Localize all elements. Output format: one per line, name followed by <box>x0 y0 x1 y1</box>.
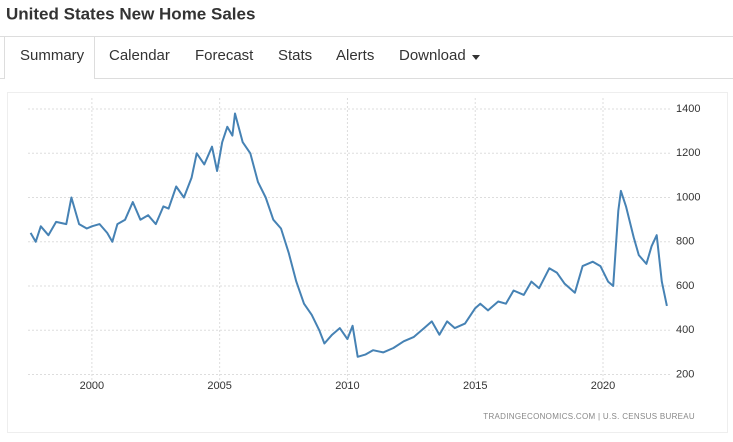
x-tick-label: 2010 <box>335 380 359 392</box>
chart-frame <box>7 92 728 433</box>
x-tick-label: 2000 <box>80 380 104 392</box>
y-tick-label: 600 <box>676 280 694 292</box>
x-tick-label: 2015 <box>463 380 487 392</box>
x-tick-label: 2005 <box>207 380 231 392</box>
page-title: United States New Home Sales <box>6 4 255 23</box>
nav-tab[interactable]: Download <box>399 47 466 64</box>
source-note: TRADINGECONOMICS.COM | U.S. CENSUS BUREA… <box>483 412 695 421</box>
nav-tab[interactable]: Alerts <box>336 47 374 64</box>
y-tick-label: 200 <box>676 368 694 380</box>
nav-tab[interactable]: Calendar <box>109 47 170 64</box>
y-tick-label: 400 <box>676 324 694 336</box>
nav-tab[interactable]: Stats <box>278 47 312 64</box>
y-tick-label: 800 <box>676 236 694 248</box>
y-tick-label: 1200 <box>676 147 700 159</box>
caret-icon <box>472 55 480 60</box>
y-tick-label: 1400 <box>676 103 700 115</box>
active-tab <box>4 36 95 79</box>
y-tick-label: 1000 <box>676 191 700 203</box>
nav-tab[interactable]: Forecast <box>195 47 254 64</box>
x-tick-label: 2020 <box>591 380 615 392</box>
data-line <box>29 112 668 358</box>
nav-tab[interactable]: Summary <box>20 47 85 64</box>
